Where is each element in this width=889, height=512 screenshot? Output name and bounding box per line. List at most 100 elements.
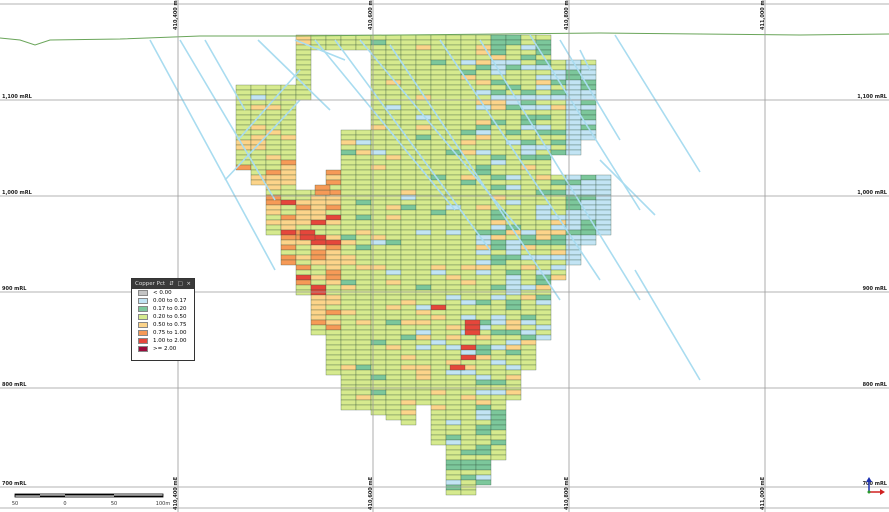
block-cell: [265, 149, 282, 156]
close-icon[interactable]: ×: [186, 281, 192, 287]
block-cell: [295, 49, 312, 56]
block-cell: [325, 209, 342, 216]
block-cell: [505, 279, 522, 286]
block-cell: [520, 199, 537, 206]
block-cell: [520, 209, 537, 216]
block-cell: [460, 309, 477, 316]
block-cell: [490, 249, 507, 256]
block-cell: [445, 109, 462, 116]
block-cell: [385, 324, 402, 331]
legend-panel[interactable]: Copper Pct ⇵ □ × < 0.00 0.00 to 0.17 0.17 …: [131, 278, 195, 361]
block-cell: [445, 359, 462, 366]
block-cell: [340, 164, 357, 171]
block-cell: [475, 419, 492, 426]
block-cell: [490, 334, 507, 341]
block-cell: [475, 449, 492, 456]
block-cell: [415, 369, 432, 376]
elev-label-left: 800 mRL: [2, 382, 27, 388]
block-cell: [535, 249, 552, 256]
block-cell: [475, 299, 492, 306]
block-cell: [325, 249, 342, 256]
block-cell: [460, 204, 477, 211]
block-cell: [490, 329, 507, 336]
block-cell: [460, 184, 477, 191]
block-cell: [520, 49, 537, 56]
block-cell: [250, 89, 267, 96]
block-cell: [505, 269, 522, 276]
block-cell: [445, 224, 462, 231]
block-cell: [475, 54, 492, 61]
block-cell: [235, 139, 252, 146]
block-cell: [460, 64, 477, 71]
block-cell: [490, 374, 507, 381]
restore-icon[interactable]: □: [177, 281, 184, 287]
pin-icon[interactable]: ⇵: [169, 281, 175, 287]
block-cell: [520, 184, 537, 191]
block-cell: [475, 354, 492, 361]
block-cell: [340, 224, 357, 231]
drillhole-trace: [359, 39, 521, 231]
block-cell: [415, 319, 432, 326]
block-cell: [310, 319, 327, 326]
legend-header[interactable]: Copper Pct ⇵ □ ×: [132, 279, 194, 289]
drillholes: [149, 34, 701, 381]
block-cell: [520, 294, 537, 301]
block-cell: [460, 439, 477, 446]
block-cell: [355, 384, 372, 391]
block-cell: [550, 134, 567, 141]
block-cell: [280, 174, 297, 181]
block-cell: [295, 279, 312, 286]
block-cell: [355, 259, 372, 266]
block-cell: [340, 134, 357, 141]
legend-item: >= 2.00: [132, 345, 194, 353]
block-cell: [475, 214, 492, 221]
block-cell: [400, 114, 417, 121]
block-cell: [355, 399, 372, 406]
drillhole-trace: [257, 39, 331, 111]
block-cell: [505, 69, 522, 76]
block-cell: [340, 364, 357, 371]
block-cell: [340, 289, 357, 296]
block-cell: [505, 109, 522, 116]
block-cell: [460, 134, 477, 141]
block-cell: [445, 434, 462, 441]
block-cell: [310, 304, 327, 311]
block-cell: [445, 349, 462, 356]
topography-line: [0, 32, 889, 46]
block-cell: [445, 409, 462, 416]
block-cell: [445, 174, 462, 181]
block-cell: [295, 259, 312, 266]
legend-swatch: [138, 306, 148, 312]
block-cell: [400, 209, 417, 216]
block-cell: [565, 114, 582, 121]
block-cell: [340, 234, 357, 241]
block-cell: [580, 134, 597, 141]
block-cell: [445, 414, 462, 421]
block-cell: [355, 334, 372, 341]
block-cell: [355, 244, 372, 251]
block-cell: [340, 384, 357, 391]
block-cell: [445, 314, 462, 321]
block-cell: [595, 214, 612, 221]
block-cell: [235, 99, 252, 106]
block-cell: [490, 454, 507, 461]
block-cell: [340, 404, 357, 411]
block-cell: [565, 209, 582, 216]
block-cell: [295, 224, 312, 231]
xyz-axis-triad-icon: [866, 477, 885, 495]
block-cell: [475, 129, 492, 136]
block-cell: [460, 234, 477, 241]
block-cell: [475, 274, 492, 281]
block-cell: [340, 399, 357, 406]
block-cell: [475, 124, 492, 131]
block-cell: [355, 269, 372, 276]
block-cell: [430, 64, 447, 71]
block-cell: [325, 229, 342, 236]
block-cell: [520, 94, 537, 101]
block-cell: [340, 294, 357, 301]
legend-swatch: [138, 322, 148, 328]
block-cell: [475, 144, 492, 151]
block-cell: [475, 84, 492, 91]
block-cell: [550, 149, 567, 156]
